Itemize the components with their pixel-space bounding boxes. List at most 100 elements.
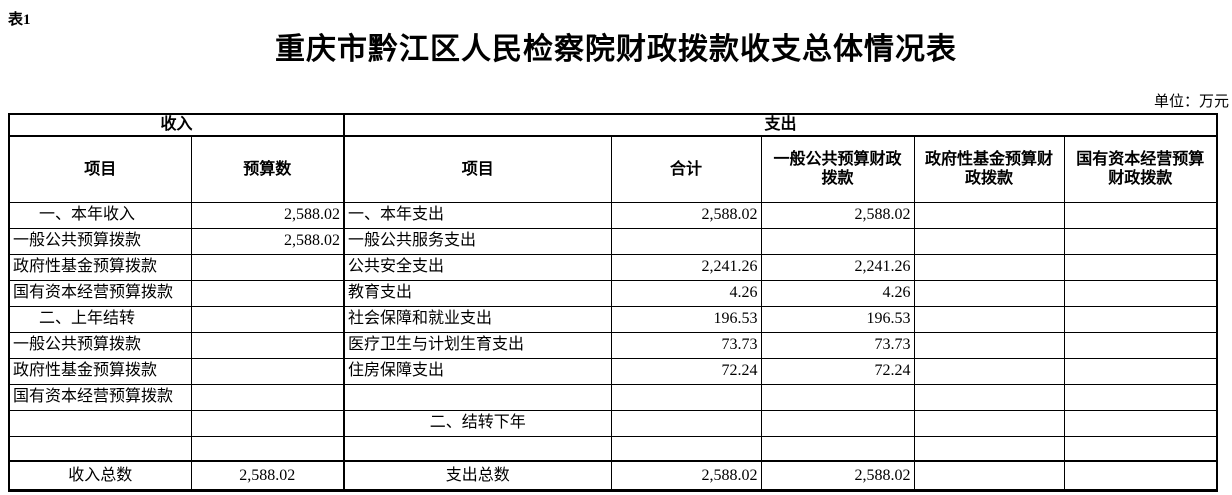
table-cell [913, 435, 1065, 462]
table-cell: 住房保障支出 [343, 357, 612, 385]
table-row: 二、上年结转 社会保障和就业支出 196.53 196.53 [8, 305, 1218, 333]
table-cell [913, 201, 1065, 229]
group-header-row: 收入 支出 [8, 113, 1218, 137]
table-cell [190, 357, 345, 385]
table-cell: 196.53 [760, 305, 915, 333]
column-header-budget-amount: 预算数 [190, 135, 345, 203]
table-cell [1063, 201, 1218, 229]
table-cell [1063, 305, 1218, 333]
table-cell: 73.73 [610, 331, 762, 359]
table-cell: 二、结转下年 [343, 409, 612, 437]
table-cell [610, 383, 762, 411]
table-number-label: 表1 [8, 12, 31, 28]
table-cell [190, 409, 345, 437]
table-cell [1063, 253, 1218, 281]
table-cell: 国有资本经营预算拨款 [8, 383, 192, 411]
page-title: 重庆市黔江区人民检察院财政拨款收支总体情况表 [275, 33, 957, 66]
table-cell [913, 383, 1065, 411]
budget-summary-table: 收入 支出 项目 预算数 项目 合计 一般公共预算财政拨款 政府性基金预算财政拨… [8, 113, 1219, 492]
table-cell: 2,588.02 [610, 460, 762, 491]
table-cell [1063, 435, 1218, 462]
table-cell [1063, 279, 1218, 307]
table-cell: 收入总数 [8, 460, 192, 491]
table-cell: 196.53 [610, 305, 762, 333]
table-cell [913, 357, 1065, 385]
table-cell [913, 409, 1065, 437]
table-row: 一、本年收入 2,588.02 一、本年支出 2,588.02 2,588.02 [8, 201, 1218, 229]
table-cell [1063, 409, 1218, 437]
table-cell [343, 435, 612, 462]
unit-label: 单位：万元 [1153, 94, 1229, 110]
table-row [8, 435, 1218, 462]
table-cell: 医疗卫生与计划生育支出 [343, 331, 612, 359]
table-cell [190, 279, 345, 307]
table-cell [1063, 331, 1218, 359]
table-cell: 2,588.02 [190, 201, 345, 229]
table-cell [1063, 383, 1218, 411]
table-cell [1063, 357, 1218, 385]
table-cell: 4.26 [760, 279, 915, 307]
table-cell [913, 460, 1065, 491]
table-cell [190, 305, 345, 333]
table-row: 国有资本经营预算拨款 教育支出 4.26 4.26 [8, 279, 1218, 307]
table-cell: 政府性基金预算拨款 [8, 357, 192, 385]
table-row: 二、结转下年 [8, 409, 1218, 437]
table-cell: 一般公共预算拨款 [8, 331, 192, 359]
table-cell: 二、上年结转 [8, 305, 192, 333]
table-cell [190, 435, 345, 462]
table-cell: 一、本年支出 [343, 201, 612, 229]
table-cell: 2,588.02 [190, 227, 345, 255]
table-cell [610, 409, 762, 437]
table-cell: 教育支出 [343, 279, 612, 307]
table-cell [760, 409, 915, 437]
table-cell: 公共安全支出 [343, 253, 612, 281]
table-cell [913, 331, 1065, 359]
table-cell [760, 383, 915, 411]
table-row: 政府性基金预算拨款 住房保障支出 72.24 72.24 [8, 357, 1218, 385]
table-cell [913, 253, 1065, 281]
column-header-row: 项目 预算数 项目 合计 一般公共预算财政拨款 政府性基金预算财政拨款 国有资本… [8, 135, 1218, 203]
table-body: 一、本年收入 2,588.02 一、本年支出 2,588.02 2,588.02 一般公共… [8, 201, 1218, 491]
column-header-total: 合计 [610, 135, 762, 203]
table-row: 政府性基金预算拨款 公共安全支出 2,241.26 2,241.26 [8, 253, 1218, 281]
column-header-state-capital-budget: 国有资本经营预算财政拨款 [1063, 135, 1218, 203]
table-cell [190, 331, 345, 359]
table-cell: 国有资本经营预算拨款 [8, 279, 192, 307]
column-header-income-item: 项目 [8, 135, 192, 203]
expenditure-group-header: 支出 [343, 113, 1218, 137]
table-cell [610, 435, 762, 462]
table-cell: 72.24 [760, 357, 915, 385]
table-row: 一般公共预算拨款 医疗卫生与计划生育支出 73.73 73.73 [8, 331, 1218, 359]
table-cell: 2,588.02 [760, 460, 915, 491]
table-cell [1063, 227, 1218, 255]
table-cell [760, 227, 915, 255]
table-cell [913, 227, 1065, 255]
table-cell: 社会保障和就业支出 [343, 305, 612, 333]
table-row: 一般公共预算拨款 2,588.02 一般公共服务支出 [8, 227, 1218, 255]
table-cell [8, 435, 192, 462]
table-cell [610, 227, 762, 255]
column-header-general-public-budget: 一般公共预算财政拨款 [760, 135, 915, 203]
table-cell: 一般公共预算拨款 [8, 227, 192, 255]
table-cell [8, 409, 192, 437]
table-cell: 一般公共服务支出 [343, 227, 612, 255]
table-cell [913, 305, 1065, 333]
table-cell: 2,241.26 [610, 253, 762, 281]
table-cell: 2,588.02 [760, 201, 915, 229]
table-cell: 72.24 [610, 357, 762, 385]
column-header-government-fund-budget: 政府性基金预算财政拨款 [913, 135, 1065, 203]
table-cell [760, 435, 915, 462]
table-cell: 2,588.02 [190, 460, 345, 491]
table-cell [1063, 460, 1218, 491]
table-cell: 支出总数 [343, 460, 612, 491]
table-cell [190, 253, 345, 281]
table-cell: 一、本年收入 [8, 201, 192, 229]
table-cell [343, 383, 612, 411]
income-group-header: 收入 [8, 113, 345, 137]
table-cell: 2,241.26 [760, 253, 915, 281]
table-cell [913, 279, 1065, 307]
table-cell: 4.26 [610, 279, 762, 307]
table-cell [190, 383, 345, 411]
column-header-expenditure-item: 项目 [343, 135, 612, 203]
